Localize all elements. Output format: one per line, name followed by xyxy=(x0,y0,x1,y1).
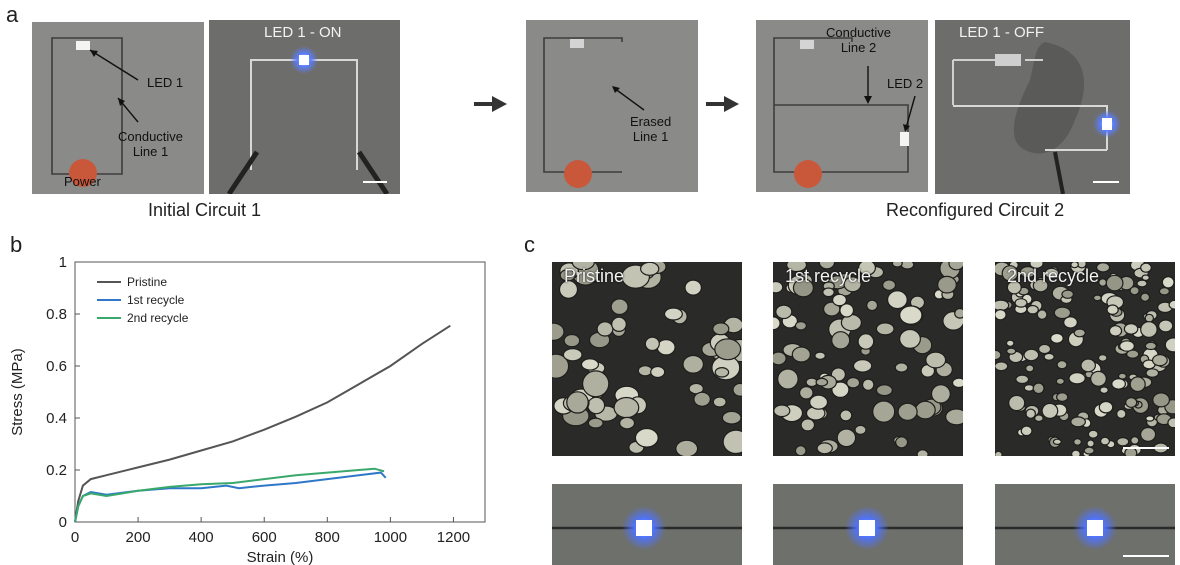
legend-label: 2nd recycle xyxy=(127,311,189,325)
erased-label-line2: Line 1 xyxy=(632,129,669,144)
x-tick-label: 400 xyxy=(189,529,214,546)
power-dot xyxy=(69,159,97,187)
led-1-shape xyxy=(76,41,90,50)
photo-led-1-on: LED 1 - ON xyxy=(209,20,400,194)
y-tick-label: 0 xyxy=(59,514,67,531)
micrograph-label: 2nd recycle xyxy=(1007,266,1100,286)
led-1-off-label: LED 1 - OFF xyxy=(959,24,1045,41)
micrograph-label: Pristine xyxy=(564,266,625,286)
panel-letter-b: b xyxy=(10,232,23,257)
y-tick-label: 0.4 xyxy=(46,410,67,427)
y-tick-label: 0.2 xyxy=(46,462,67,479)
x-axis-label: Strain (%) xyxy=(247,549,314,565)
schematic-erased-line: Erased Line 1 xyxy=(526,20,698,192)
conductive-line-1-label: Conductive Line 1 xyxy=(118,129,183,159)
legend-label: Pristine xyxy=(127,275,167,289)
schematic-initial-circuit: LED 1 Conductive Line 1 Power xyxy=(32,22,204,194)
arrow-right-icon xyxy=(706,94,740,119)
arrow-right-icon xyxy=(474,94,508,119)
micrograph-label: 1st recycle xyxy=(785,266,872,286)
x-tick-label: 1200 xyxy=(437,529,470,546)
caption-initial-circuit: Initial Circuit 1 xyxy=(148,200,262,220)
led-strip-3 xyxy=(995,484,1175,565)
erased-label-line1: Erased xyxy=(630,114,672,129)
photo-led-1-off: LED 1 - OFF xyxy=(935,20,1130,194)
conductive2-label-line1: Conductive xyxy=(826,25,892,40)
stress-strain-chart: 0 200 400 600 800 1000 1200 0 0.2 0.4 0.6 0.8 1 Pris… xyxy=(9,254,486,565)
plot-frame xyxy=(74,261,486,523)
y-axis-label: Stress (MPa) xyxy=(9,348,26,436)
x-tick-label: 0 xyxy=(71,529,79,546)
series-line-2 xyxy=(74,471,387,523)
x-tick-label: 600 xyxy=(252,529,277,546)
caption-reconfigured-circuit: Reconfigured Circuit 2 xyxy=(886,200,1065,220)
micrograph-2: 1st recycle xyxy=(773,262,963,456)
conductive2-label-line2: Line 2 xyxy=(840,40,877,55)
y-tick-label: 0.8 xyxy=(46,306,67,323)
series-line-1 xyxy=(74,324,451,523)
power-label: Power xyxy=(64,174,101,189)
conductive-label-line1: Conductive xyxy=(118,129,184,144)
led-strip-1 xyxy=(552,484,742,565)
x-tick-label: 200 xyxy=(126,529,151,546)
legend-label: 1st recycle xyxy=(127,293,185,307)
conductive-label-line2: Line 1 xyxy=(132,144,169,159)
micrograph-1: Pristine xyxy=(552,262,742,456)
series-line-3 xyxy=(74,467,385,523)
schematic-reconfigured-circuit: Conductive Line 2 LED 2 xyxy=(756,20,928,192)
y-tick-label: 0.6 xyxy=(46,358,67,375)
erased-line-label: Erased Line 1 xyxy=(630,114,671,144)
led-strip-2 xyxy=(773,484,963,565)
led-2-shape xyxy=(900,132,909,146)
micrograph-3: 2nd recycle xyxy=(995,262,1175,456)
led-2-label: LED 2 xyxy=(887,76,924,91)
panel-letter-c: c xyxy=(524,232,535,257)
x-tick-label: 1000 xyxy=(374,529,407,546)
conductive-line-2-label: Conductive Line 2 xyxy=(826,25,891,55)
led-1-on-label: LED 1 - ON xyxy=(264,24,342,41)
y-tick-label: 1 xyxy=(59,254,67,271)
panel-letter-a: a xyxy=(6,2,19,27)
led-1-label: LED 1 xyxy=(147,75,184,90)
x-tick-label: 800 xyxy=(315,529,340,546)
